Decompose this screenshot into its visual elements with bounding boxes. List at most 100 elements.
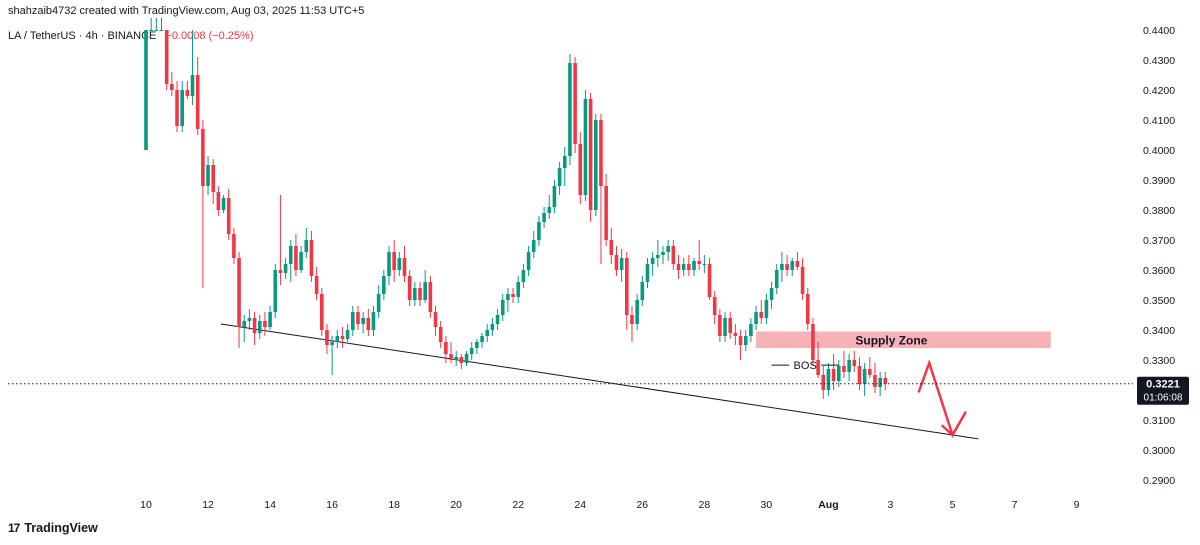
time-tick-label: 14 xyxy=(264,499,276,511)
candle xyxy=(723,312,727,342)
candle xyxy=(190,30,195,105)
candle-body xyxy=(873,375,877,387)
candle xyxy=(206,156,210,195)
candle xyxy=(754,306,758,330)
candle-body xyxy=(314,276,319,294)
candle-body xyxy=(821,375,826,390)
candle-body xyxy=(868,369,872,375)
candle xyxy=(459,354,464,369)
symbol-title: LA / TetherUS · 4h · BINANCE xyxy=(8,30,157,42)
candle xyxy=(485,324,490,342)
candle-body xyxy=(625,258,629,315)
candle xyxy=(847,354,851,381)
candle xyxy=(604,174,608,246)
candle-body xyxy=(645,264,650,282)
candle-body xyxy=(221,198,226,210)
candle xyxy=(392,240,396,282)
candle-body xyxy=(790,261,795,270)
candle-body xyxy=(304,240,309,252)
candle xyxy=(531,231,536,258)
price-tick-label: 0.3000 xyxy=(1143,445,1175,457)
candle-body xyxy=(640,282,645,300)
candle-body xyxy=(816,360,820,375)
supply-zone[interactable]: Supply Zone xyxy=(756,331,1051,349)
candle-body xyxy=(697,261,701,264)
candle-body xyxy=(552,186,557,207)
candle xyxy=(268,306,272,330)
candle xyxy=(800,258,805,300)
tradingview-logo[interactable]: 17 TradingView xyxy=(8,521,98,535)
price-tick-label: 0.2900 xyxy=(1143,475,1175,487)
candle-body xyxy=(351,312,355,330)
trendline-layer[interactable] xyxy=(220,323,979,440)
candle xyxy=(340,327,345,348)
candle-body xyxy=(361,318,365,324)
price-axis[interactable]: 0.29000.30000.31000.32000.33000.34000.35… xyxy=(1143,25,1175,487)
candle-body xyxy=(578,144,583,195)
candle-body xyxy=(216,192,221,210)
symbol-legend[interactable]: LA / TetherUS · 4h · BINANCE −0.0008 (−0… xyxy=(8,30,254,42)
candle-body xyxy=(609,240,614,255)
candle xyxy=(469,342,474,360)
candle xyxy=(273,264,278,318)
candle xyxy=(738,330,743,360)
candle-body xyxy=(226,198,231,234)
candle xyxy=(671,240,676,270)
candle-body xyxy=(702,264,707,265)
candle-body xyxy=(619,258,624,270)
candle xyxy=(542,207,546,228)
candle-body xyxy=(392,252,396,270)
candle xyxy=(387,246,391,285)
candle xyxy=(630,306,634,342)
candle-body xyxy=(526,252,531,270)
annotations[interactable]: BOS xyxy=(771,359,967,439)
candle xyxy=(557,162,562,195)
arrowhead xyxy=(941,424,954,437)
candle xyxy=(718,309,722,342)
candle-body xyxy=(754,312,758,324)
candle xyxy=(614,246,619,276)
price-tick-label: 0.3600 xyxy=(1143,265,1175,277)
candle-body xyxy=(252,318,257,333)
candle xyxy=(883,372,888,390)
candle xyxy=(640,276,645,306)
candle xyxy=(852,351,857,372)
tradingview-logo-text: TradingView xyxy=(24,521,98,535)
candle xyxy=(790,258,795,276)
candle-body xyxy=(464,354,469,363)
candle-body xyxy=(454,357,458,360)
candle xyxy=(526,246,531,276)
candle-body xyxy=(309,240,314,276)
candle-body xyxy=(759,312,764,318)
candle xyxy=(795,252,800,270)
candle-body xyxy=(428,282,433,312)
candle xyxy=(361,312,365,333)
candle xyxy=(495,309,500,330)
candle xyxy=(681,258,686,276)
candle-body xyxy=(402,258,407,276)
candle xyxy=(593,114,598,216)
price-tick-label: 0.3900 xyxy=(1143,175,1175,187)
time-axis[interactable]: 10 12 14 16 18 20 22 24 26 28 30 Aug 3 5 7 9 xyxy=(140,499,1080,511)
candle xyxy=(330,336,334,375)
candle xyxy=(836,360,841,387)
supply-zone-label: Supply Zone xyxy=(855,334,927,348)
candle-body xyxy=(506,294,510,300)
candle-body xyxy=(433,312,438,327)
price-tick-label: 0.3700 xyxy=(1143,235,1175,247)
candle-body xyxy=(232,234,236,258)
candle xyxy=(573,57,577,153)
candle xyxy=(562,147,567,186)
candle-body xyxy=(562,156,567,168)
price-tick-label: 0.3300 xyxy=(1143,355,1175,367)
candle-body xyxy=(495,315,500,324)
candle-body xyxy=(480,336,484,342)
candle-body xyxy=(387,252,391,276)
candle-body xyxy=(795,261,800,267)
candle-body xyxy=(444,342,448,354)
candle xyxy=(764,294,769,324)
candle-body xyxy=(593,120,598,210)
time-tick-label: 12 xyxy=(202,499,214,511)
candle-body xyxy=(407,276,412,300)
